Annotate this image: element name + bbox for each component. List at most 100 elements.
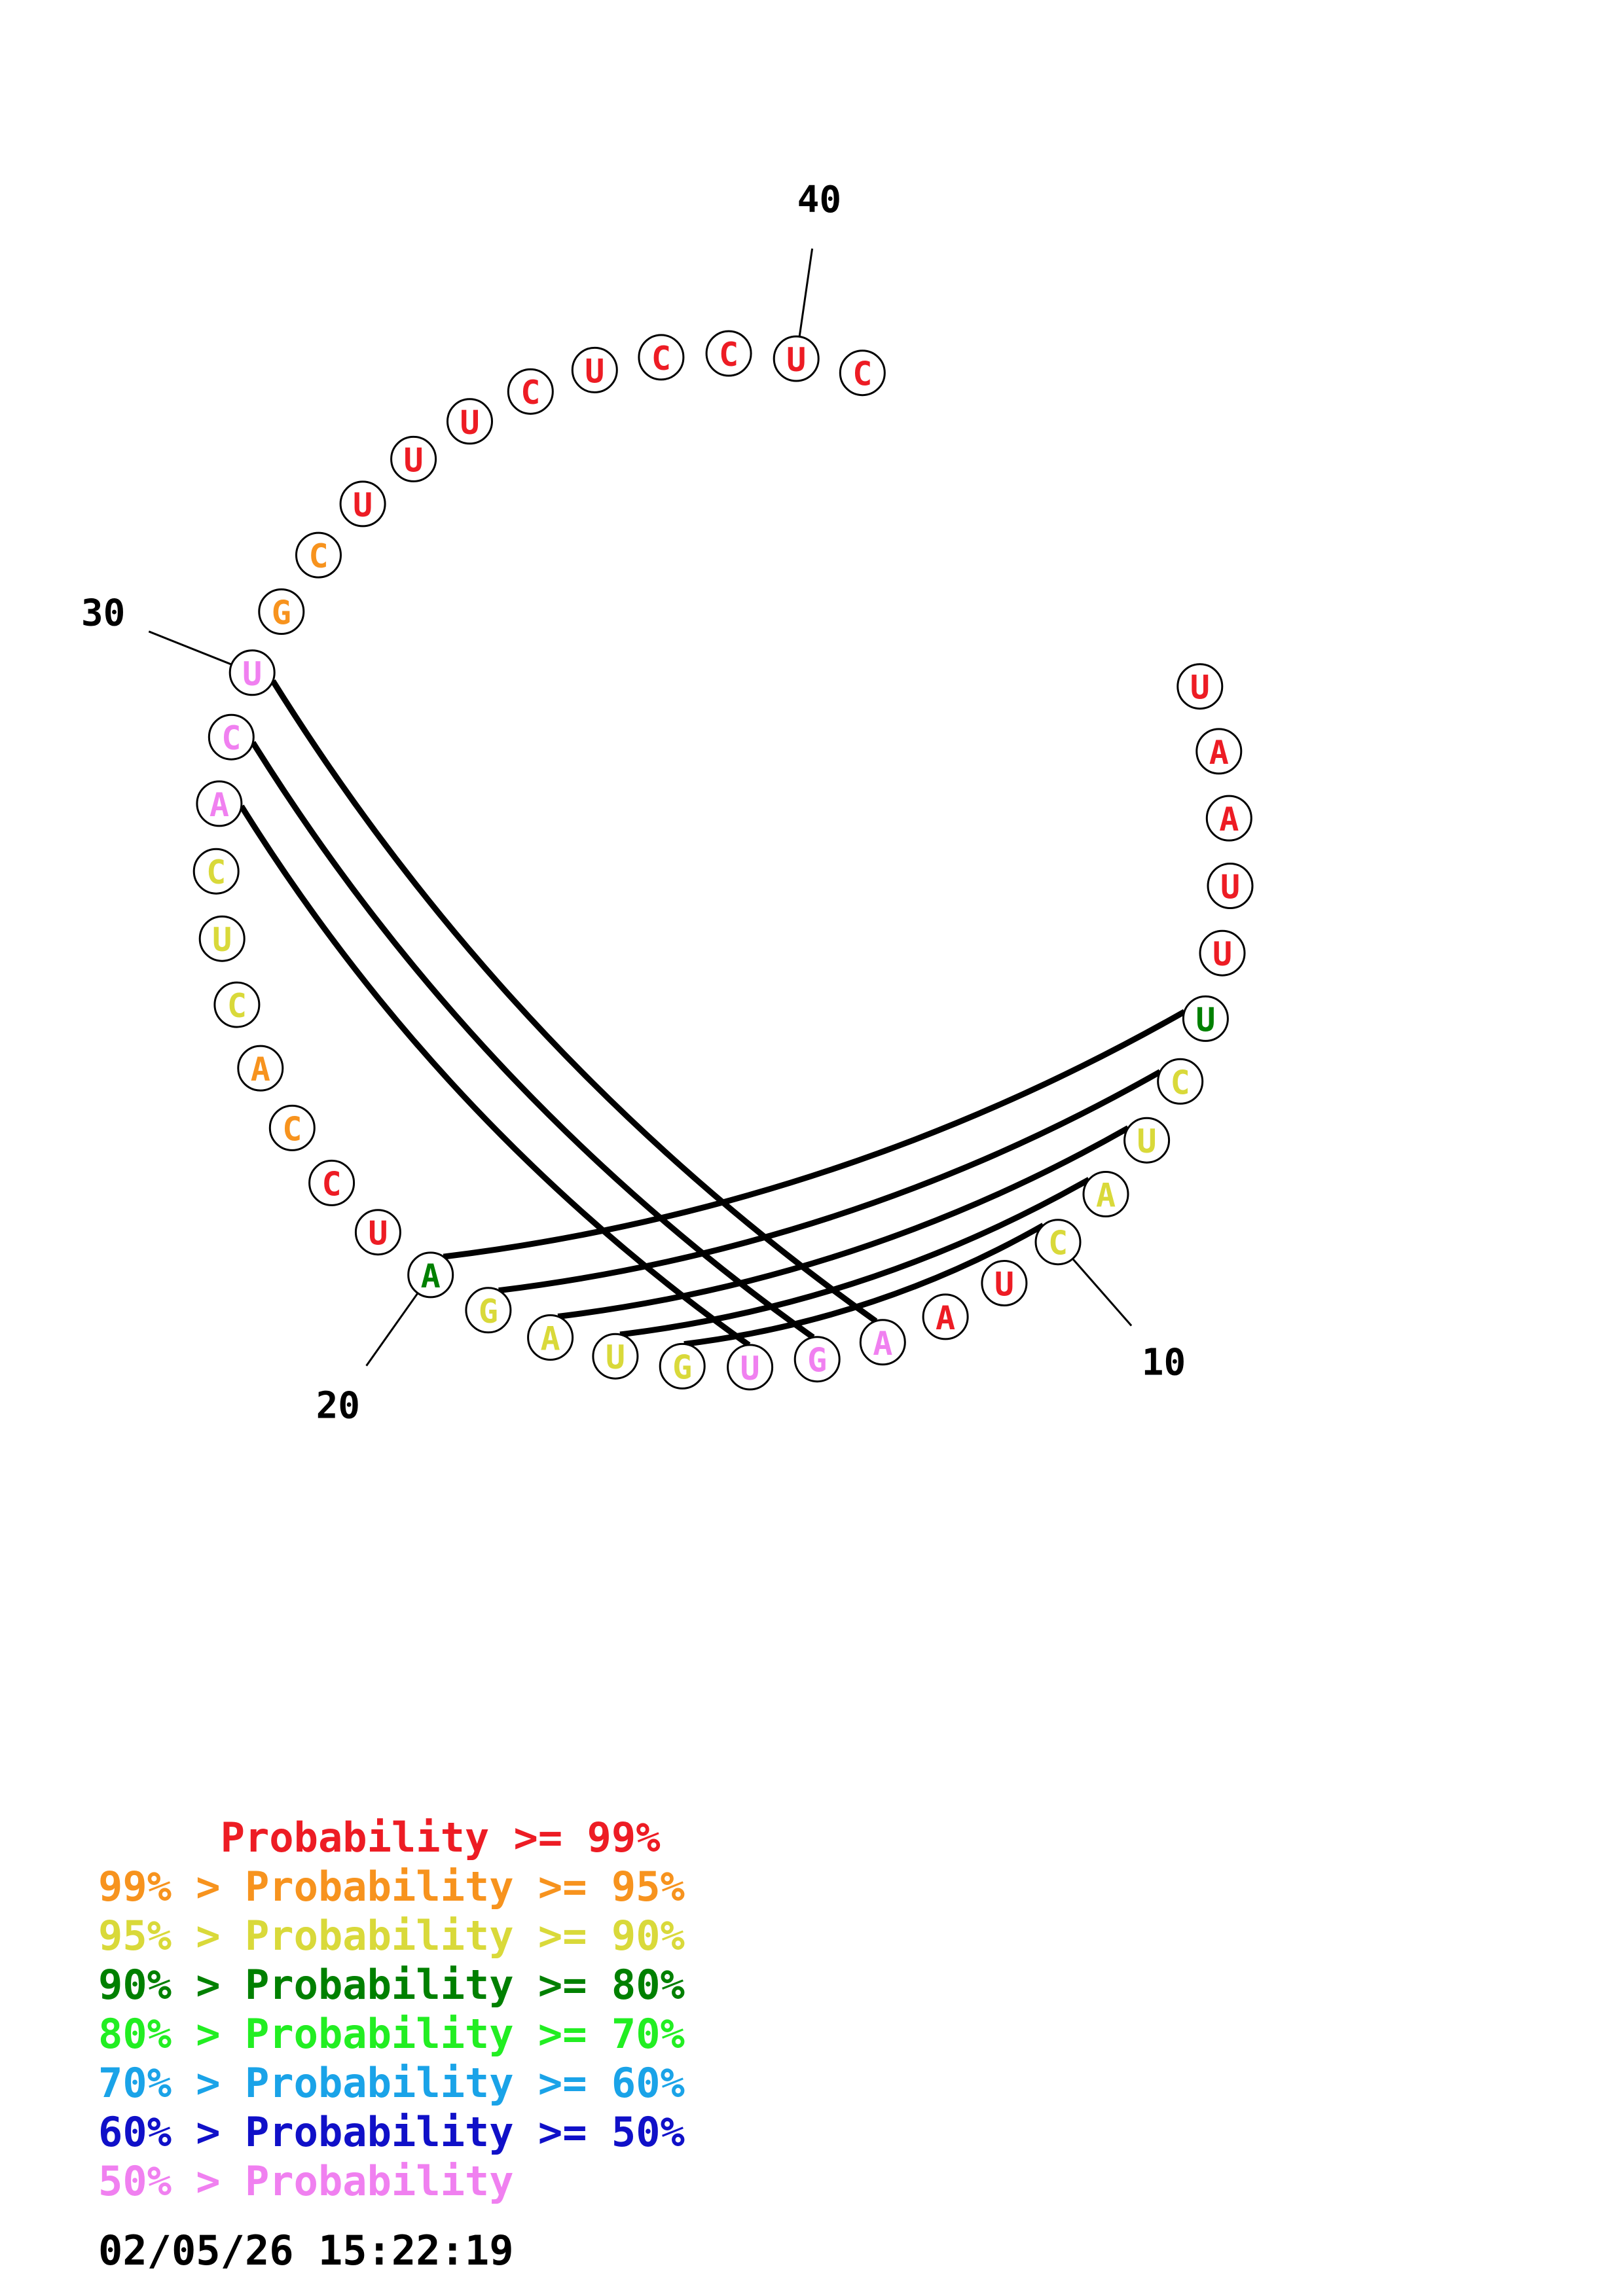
nucleotide-letter: U xyxy=(1190,669,1210,707)
nucleotide-circle xyxy=(228,649,276,696)
index-label-30: 30 xyxy=(81,592,125,635)
nucleotide-letter: U xyxy=(353,486,373,524)
nucleotide-4: U xyxy=(1207,863,1254,909)
nucleotide-letter: U xyxy=(994,1266,1014,1304)
index-tick-20 xyxy=(365,1292,419,1367)
nucleotide-circle xyxy=(1082,1171,1129,1217)
nucleotide-letter: A xyxy=(541,1320,560,1358)
nucleotide-letter: C xyxy=(1048,1225,1068,1263)
nucleotide-letter: A xyxy=(1209,734,1229,772)
nucleotide-11: U xyxy=(981,1260,1028,1306)
nucleotide-circle xyxy=(268,1104,316,1151)
nucleotide-letter: U xyxy=(1213,935,1232,973)
legend-entry: 95% > Probability >= 90% xyxy=(98,1912,685,1960)
index-label-20: 20 xyxy=(316,1385,360,1427)
nucleotide-circle xyxy=(773,335,820,382)
nucleotide-41: C xyxy=(839,350,886,397)
nucleotide-circle xyxy=(1176,663,1224,710)
nucleotide-9: A xyxy=(1082,1171,1129,1217)
legend-entry: 90% > Probability >= 80% xyxy=(98,1961,685,2009)
nucleotide-letter: G xyxy=(479,1293,498,1331)
nucleotide-letter: U xyxy=(404,441,424,479)
nucleotide-letter: A xyxy=(1219,800,1239,838)
nucleotide-circle xyxy=(839,350,886,397)
nucleotide-36: C xyxy=(507,368,554,415)
nucleotide-letter: C xyxy=(282,1110,302,1148)
nucleotide-24: A xyxy=(237,1045,284,1092)
nucleotide-circle xyxy=(295,531,342,579)
nucleotide-14: G xyxy=(793,1336,841,1383)
nucleotide-circle xyxy=(407,1251,454,1299)
index-ticks: 10 20 30 40 xyxy=(81,179,1186,1427)
nucleotide-letter: C xyxy=(221,719,241,757)
index-label-40: 40 xyxy=(797,179,841,221)
nucleotide-circle xyxy=(339,480,386,528)
nucleotide-letter: C xyxy=(227,987,247,1025)
nucleotide-letter: C xyxy=(651,340,671,378)
nucleotide-circle xyxy=(922,1293,969,1340)
nucleotide-circle xyxy=(192,848,240,895)
nucleotide-letter: C xyxy=(1171,1064,1190,1102)
base-pair-arc-13-30 xyxy=(270,679,878,1324)
nucleotide-23: C xyxy=(268,1104,316,1151)
timestamp: 02/05/26 15:22:19 xyxy=(98,2227,514,2274)
nucleotide-letter: U xyxy=(585,352,604,390)
nucleotide-3: A xyxy=(1205,795,1252,842)
legend-entry: 50% > Probability xyxy=(98,2157,514,2205)
nucleotide-circle xyxy=(1195,728,1243,775)
nucleotide-letter: U xyxy=(786,341,806,379)
nucleotide-10: C xyxy=(1034,1219,1082,1266)
nucleotide-letter: U xyxy=(242,655,262,693)
nucleotide-34: U xyxy=(390,435,437,482)
nucleotide-letter: U xyxy=(1137,1122,1157,1160)
nucleotide-letter: C xyxy=(206,853,226,891)
nucleotide-letter: G xyxy=(672,1348,692,1386)
nucleotide-circle xyxy=(237,1045,284,1092)
nucleotide-letter: A xyxy=(873,1325,892,1363)
nucleotide-letter: U xyxy=(460,404,479,442)
nucleotide-30: U xyxy=(228,649,276,696)
nucleotide-28: A xyxy=(196,780,243,827)
nucleotide-circle xyxy=(1199,929,1246,977)
nucleotide-5: U xyxy=(1199,929,1246,977)
nucleotide-2: A xyxy=(1195,728,1243,775)
nucleotide-21: U xyxy=(354,1209,401,1256)
nucleotide-circle xyxy=(1182,995,1229,1042)
nucleotide-circle xyxy=(592,1333,639,1380)
nucleotide-letter: U xyxy=(368,1215,388,1253)
nucleotide-33: U xyxy=(339,480,386,528)
index-label-10: 10 xyxy=(1142,1341,1186,1384)
nucleotide-12: A xyxy=(922,1293,969,1340)
nucleotide-letter: U xyxy=(606,1338,625,1376)
nucleotide-16: G xyxy=(659,1342,706,1390)
nucleotide-18: A xyxy=(527,1314,574,1361)
nucleotide-circle xyxy=(859,1319,906,1366)
base-pair-arc-8-18 xyxy=(557,1125,1130,1319)
nucleotide-circle xyxy=(527,1314,574,1361)
nucleotide-letter: A xyxy=(210,786,229,824)
nucleotide-letter: U xyxy=(740,1350,760,1388)
nucleotide-35: U xyxy=(447,398,493,445)
nucleotide-circle xyxy=(213,981,261,1028)
probability-legend: Probability >= 99% 99% > Probability >= 9… xyxy=(98,1813,685,2206)
nucleotide-letter: A xyxy=(936,1299,955,1337)
nucleotide-38: C xyxy=(638,334,685,381)
nucleotide-39: C xyxy=(705,330,752,377)
nucleotide-20: A xyxy=(407,1251,454,1299)
base-pair-arc-15-28 xyxy=(238,804,751,1348)
index-tick-10 xyxy=(1072,1258,1133,1327)
nucleotide-25: C xyxy=(213,981,261,1028)
nucleotide-circle xyxy=(981,1260,1028,1306)
legend-entry: 99% > Probability >= 95% xyxy=(98,1863,685,1910)
nucleotide-circle xyxy=(196,780,243,827)
nucleotide-29: C xyxy=(208,713,255,761)
nucleotide-circle xyxy=(1205,795,1252,842)
nucleotide-circle xyxy=(793,1336,841,1383)
nucleotide-circle xyxy=(208,713,255,761)
nucleotide-letter: U xyxy=(1220,869,1240,906)
nucleotide-26: U xyxy=(198,915,246,962)
base-pair-arc-14-29 xyxy=(250,741,815,1340)
nucleotide-6: U xyxy=(1182,995,1229,1042)
index-tick-30 xyxy=(148,630,232,666)
